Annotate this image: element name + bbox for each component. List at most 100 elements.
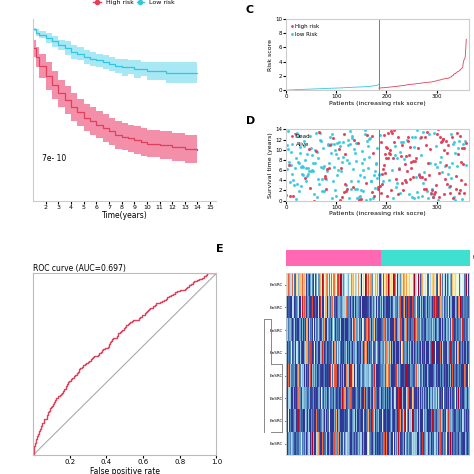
- Alive: [372, 184, 379, 191]
- Dead: [407, 158, 414, 166]
- Alive: [375, 170, 383, 177]
- Dead: [416, 173, 424, 181]
- Alive: [356, 171, 364, 179]
- Dead: [301, 174, 309, 182]
- Dead: [458, 144, 465, 152]
- Dead: [447, 182, 454, 189]
- Alive: [299, 163, 306, 171]
- Alive: [354, 194, 361, 202]
- Alive: [338, 158, 346, 166]
- Alive: [373, 159, 380, 166]
- Dead: [322, 185, 330, 192]
- Dead: [421, 176, 428, 183]
- Alive: [450, 138, 458, 146]
- Legend: Dead, Alive: Dead, Alive: [289, 132, 312, 149]
- Dead: [405, 151, 413, 158]
- Dead: [350, 137, 358, 144]
- Alive: [290, 182, 298, 189]
- Alive: [344, 141, 352, 149]
- Alive: [438, 154, 445, 161]
- Dead: [387, 150, 394, 158]
- Alive: [324, 140, 332, 148]
- Dead: [443, 149, 451, 157]
- Alive: [350, 146, 357, 153]
- Dead: [370, 149, 377, 156]
- Alive: [320, 162, 328, 170]
- Y-axis label: Survival time (years): Survival time (years): [268, 132, 273, 198]
- Alive: [360, 187, 367, 195]
- Dead: [459, 160, 466, 168]
- Dead: [401, 176, 408, 184]
- Alive: [454, 162, 461, 170]
- Dead: [357, 195, 365, 203]
- Alive: [328, 140, 335, 147]
- Dead: [462, 180, 469, 188]
- Alive: [295, 187, 302, 195]
- Alive: [322, 175, 329, 183]
- Alive: [288, 140, 295, 147]
- Alive: [415, 171, 422, 178]
- Alive: [389, 167, 396, 174]
- Alive: [396, 190, 404, 197]
- Alive: [323, 167, 330, 175]
- Alive: [397, 148, 404, 155]
- Dead: [421, 133, 429, 140]
- Dead: [387, 186, 395, 194]
- Alive: [441, 162, 449, 170]
- Alive: [296, 144, 303, 151]
- Alive: [360, 173, 368, 181]
- Alive: [327, 149, 335, 156]
- Dead: [402, 178, 410, 186]
- Alive: [295, 160, 303, 167]
- Alive: [411, 133, 419, 141]
- Dead: [449, 194, 456, 201]
- Alive: [327, 134, 334, 141]
- Alive: [318, 188, 326, 195]
- Dead: [282, 191, 290, 199]
- Dead: [442, 161, 449, 168]
- Alive: [412, 173, 420, 181]
- Dead: [420, 185, 428, 193]
- Dead: [341, 150, 349, 157]
- Alive: [419, 179, 427, 187]
- Dead: [342, 187, 349, 195]
- Dead: [376, 182, 383, 190]
- Alive: [416, 135, 423, 142]
- Alive: [303, 172, 310, 179]
- Alive: [346, 159, 353, 166]
- Alive: [316, 129, 323, 137]
- Dead: [460, 145, 467, 152]
- Alive: [373, 174, 381, 182]
- Dead: [383, 143, 390, 151]
- Dead: [439, 135, 447, 142]
- Alive: [331, 186, 339, 194]
- Dead: [310, 197, 318, 204]
- Alive: [420, 168, 428, 175]
- Alive: [332, 192, 340, 200]
- Alive: [380, 177, 387, 185]
- Dead: [430, 191, 438, 198]
- Alive: [302, 164, 310, 172]
- Alive: [292, 195, 300, 203]
- Alive: [328, 194, 336, 201]
- Alive: [286, 178, 294, 185]
- Dead: [452, 185, 459, 192]
- Alive: [392, 183, 400, 191]
- Alive: [304, 164, 312, 172]
- Text: C: C: [246, 5, 254, 15]
- Alive: [456, 137, 463, 145]
- Alive: [306, 132, 313, 140]
- Alive: [347, 185, 355, 192]
- Alive: [408, 193, 416, 201]
- Alive: [301, 156, 309, 164]
- Alive: [434, 196, 441, 204]
- Dead: [402, 152, 410, 160]
- Alive: [346, 140, 354, 148]
- Dead: [340, 130, 347, 137]
- Alive: [433, 164, 441, 171]
- Alive: [426, 160, 434, 167]
- Dead: [338, 193, 346, 201]
- Alive: [332, 150, 339, 157]
- Dead: [377, 138, 385, 146]
- Dead: [434, 126, 442, 133]
